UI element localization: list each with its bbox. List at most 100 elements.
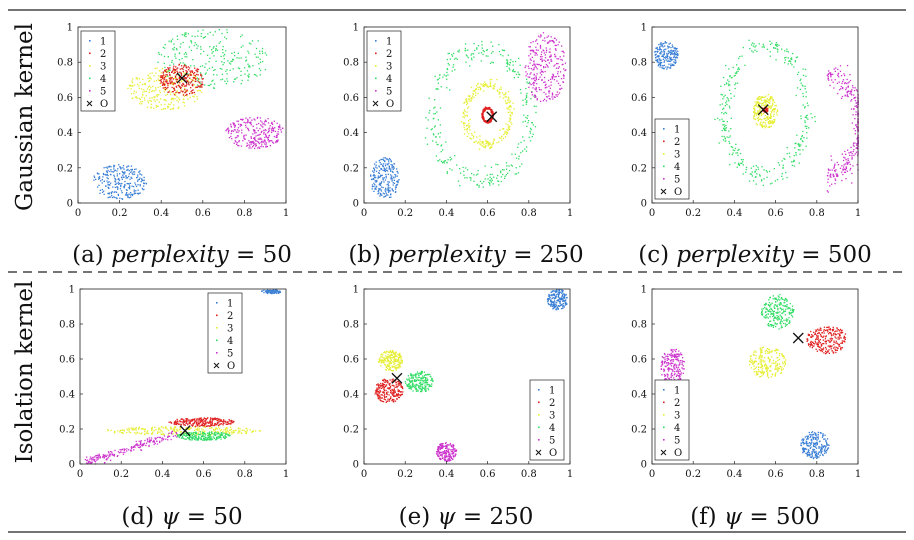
point <box>751 175 753 177</box>
point <box>808 127 810 129</box>
point <box>467 124 469 126</box>
point <box>851 85 854 87</box>
point <box>480 83 482 85</box>
point <box>458 51 460 53</box>
point <box>482 142 484 144</box>
point <box>144 433 146 435</box>
point <box>188 422 190 424</box>
point <box>742 164 744 166</box>
point <box>249 429 251 431</box>
point <box>133 173 136 175</box>
point <box>161 440 163 442</box>
point <box>143 188 145 191</box>
point <box>772 109 774 111</box>
point <box>223 419 225 421</box>
point <box>138 428 140 430</box>
point <box>509 109 511 111</box>
point <box>180 43 182 45</box>
point <box>509 100 512 102</box>
point <box>159 85 161 88</box>
point <box>137 174 139 176</box>
legend-marker-outlier <box>213 362 220 369</box>
point <box>383 193 386 195</box>
point <box>163 78 165 80</box>
point <box>240 57 242 59</box>
point <box>544 66 547 68</box>
point <box>197 439 199 441</box>
point <box>388 168 391 170</box>
point <box>122 171 124 173</box>
point <box>154 87 157 89</box>
point <box>200 53 202 55</box>
point <box>145 95 147 97</box>
point <box>272 142 275 144</box>
point <box>728 84 730 87</box>
point <box>373 175 375 177</box>
y-tick-label: 0.8 <box>57 58 73 69</box>
point <box>381 158 383 160</box>
point <box>274 130 276 133</box>
point <box>107 451 110 453</box>
point <box>135 77 137 79</box>
point <box>776 45 778 48</box>
point <box>236 57 238 59</box>
point <box>131 429 133 431</box>
point <box>199 86 201 88</box>
point <box>247 50 249 52</box>
point <box>235 131 238 133</box>
point <box>262 60 264 63</box>
point <box>725 102 727 104</box>
point <box>167 435 170 437</box>
point <box>456 164 458 166</box>
point <box>196 421 198 424</box>
point <box>463 101 466 103</box>
point <box>561 296 563 298</box>
point <box>502 97 505 99</box>
point <box>764 102 767 104</box>
point <box>224 436 227 438</box>
point <box>830 74 832 76</box>
y-tick-label: 1 <box>641 23 647 34</box>
point <box>140 444 142 446</box>
point <box>200 84 202 87</box>
point <box>169 81 171 83</box>
point <box>107 192 109 195</box>
point <box>526 117 528 119</box>
point <box>559 56 561 58</box>
point <box>203 433 205 435</box>
point <box>730 93 732 95</box>
point <box>245 59 248 61</box>
point <box>668 63 670 65</box>
point <box>439 124 441 126</box>
point <box>210 423 212 426</box>
point <box>221 434 224 436</box>
point <box>489 184 491 186</box>
point <box>765 95 767 97</box>
point <box>525 75 527 77</box>
point <box>214 418 216 420</box>
point <box>773 113 775 115</box>
point <box>391 175 393 177</box>
point <box>118 179 121 181</box>
point <box>134 192 136 194</box>
point <box>722 76 725 79</box>
point <box>496 177 498 179</box>
point <box>254 119 256 121</box>
point <box>827 175 829 177</box>
point <box>105 174 107 176</box>
point <box>426 127 428 129</box>
point <box>440 160 443 162</box>
point <box>173 94 176 96</box>
point <box>201 435 204 438</box>
point <box>442 161 445 163</box>
point <box>504 175 506 177</box>
point <box>376 179 378 182</box>
point <box>528 81 531 83</box>
point <box>157 86 159 89</box>
point <box>525 95 528 98</box>
point <box>526 78 528 80</box>
point <box>198 423 200 425</box>
point <box>173 65 175 67</box>
point <box>123 176 125 178</box>
legend-marker <box>89 40 91 42</box>
